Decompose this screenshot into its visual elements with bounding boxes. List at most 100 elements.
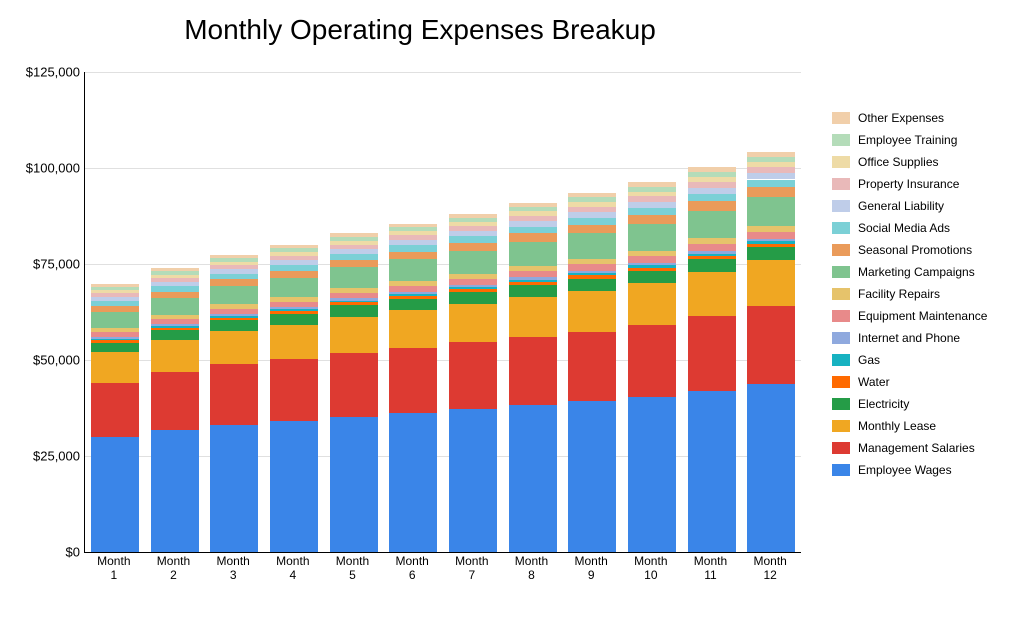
bar-segment xyxy=(688,211,736,239)
legend-item: Office Supplies xyxy=(832,154,1012,170)
bar-segment xyxy=(389,231,437,235)
legend-item: Water xyxy=(832,374,1012,390)
legend-label: Monthly Lease xyxy=(858,419,936,433)
bar-segment xyxy=(270,256,318,261)
x-axis-labels: Month1Month2Month3Month4Month5Month6Mont… xyxy=(84,554,800,594)
bar-segment xyxy=(151,372,199,430)
legend-swatch xyxy=(832,222,850,234)
bar-segment xyxy=(509,297,557,337)
bar-segment xyxy=(330,353,378,417)
bar-segment xyxy=(747,173,795,179)
bar-segment xyxy=(151,430,199,552)
bar-segment xyxy=(509,277,557,279)
legend-item: Social Media Ads xyxy=(832,220,1012,236)
bar-segment xyxy=(568,291,616,332)
legend-item: Marketing Campaigns xyxy=(832,264,1012,280)
bar-segment xyxy=(330,417,378,552)
x-tick-label: Month9 xyxy=(561,554,621,583)
bar-segment xyxy=(389,299,437,310)
bar-segment xyxy=(628,215,676,224)
bar-segment xyxy=(449,243,497,251)
bar-segment xyxy=(688,244,736,251)
bar-segment xyxy=(210,425,258,552)
bar-segment xyxy=(151,278,199,282)
bar-segment xyxy=(688,316,736,391)
bar-segment xyxy=(151,319,199,324)
bar-segment xyxy=(568,259,616,265)
bar-segment xyxy=(389,286,437,292)
bar-segment xyxy=(449,226,497,231)
bar-segment xyxy=(628,263,676,266)
bar-segment xyxy=(568,275,616,278)
legend-label: Office Supplies xyxy=(858,155,939,169)
y-tick-label: $75,000 xyxy=(0,257,80,272)
gridline xyxy=(85,72,801,73)
y-tick-label: $25,000 xyxy=(0,449,80,464)
bar-segment xyxy=(270,260,318,265)
bar-segment xyxy=(688,272,736,316)
bar-segment xyxy=(151,315,199,319)
bar-segment xyxy=(389,245,437,251)
bar-segment xyxy=(91,437,139,552)
legend-item: Other Expenses xyxy=(832,110,1012,126)
x-tick-label: Month11 xyxy=(681,554,741,583)
bar-segment xyxy=(628,187,676,192)
bar-segment xyxy=(330,254,378,260)
bar-segment xyxy=(568,271,616,273)
bar-segment xyxy=(509,227,557,234)
bar-segment xyxy=(210,265,258,269)
y-tick-label: $50,000 xyxy=(0,353,80,368)
bar-segment xyxy=(151,326,199,328)
legend-item: Equipment Maintenance xyxy=(832,308,1012,324)
legend-swatch xyxy=(832,420,850,432)
bar-segment xyxy=(210,320,258,330)
bar-segment xyxy=(628,196,676,202)
bar-segment xyxy=(449,279,497,285)
x-tick-label: Month5 xyxy=(323,554,383,583)
x-tick-label: Month1 xyxy=(84,554,144,583)
bar-segment xyxy=(628,251,676,257)
y-tick-label: $100,000 xyxy=(0,161,80,176)
legend-item: Monthly Lease xyxy=(832,418,1012,434)
legend-item: Employee Training xyxy=(832,132,1012,148)
legend-swatch xyxy=(832,200,850,212)
bar-segment xyxy=(270,245,318,248)
bar-segment xyxy=(210,316,258,318)
bar-segment xyxy=(449,409,497,552)
legend-swatch xyxy=(832,376,850,388)
legend-item: Property Insurance xyxy=(832,176,1012,192)
legend-item: Management Salaries xyxy=(832,440,1012,456)
bar-segment xyxy=(330,293,378,299)
bar-segment xyxy=(509,211,557,215)
bar-segment xyxy=(688,256,736,260)
bar-segment xyxy=(568,332,616,402)
bar-segment xyxy=(270,252,318,256)
bar-segment xyxy=(747,232,795,239)
bar-segment xyxy=(210,304,258,308)
bar-segment xyxy=(389,281,437,286)
bar-segment xyxy=(568,279,616,291)
bar-segment xyxy=(449,304,497,342)
legend-swatch xyxy=(832,354,850,366)
bar-segment xyxy=(210,331,258,364)
bar-segment xyxy=(270,307,318,309)
bar-segment xyxy=(628,192,676,197)
legend-label: Social Media Ads xyxy=(858,221,950,235)
legend-label: Water xyxy=(858,375,890,389)
bar-segment xyxy=(330,305,378,316)
bar-segment xyxy=(330,233,378,236)
x-tick-label: Month3 xyxy=(203,554,263,583)
legend-label: Employee Wages xyxy=(858,463,952,477)
bar-segment xyxy=(688,251,736,254)
bar-segment xyxy=(449,222,497,226)
bar-segment xyxy=(91,306,139,312)
legend-swatch xyxy=(832,332,850,344)
bar-segment xyxy=(389,292,437,294)
bar-segment xyxy=(449,292,497,304)
bar-segment xyxy=(330,302,378,305)
bar-segment xyxy=(747,180,795,187)
bar-segment xyxy=(91,337,139,339)
legend-label: Facility Repairs xyxy=(858,287,940,301)
bar-segment xyxy=(568,218,616,225)
bar-segment xyxy=(509,221,557,226)
